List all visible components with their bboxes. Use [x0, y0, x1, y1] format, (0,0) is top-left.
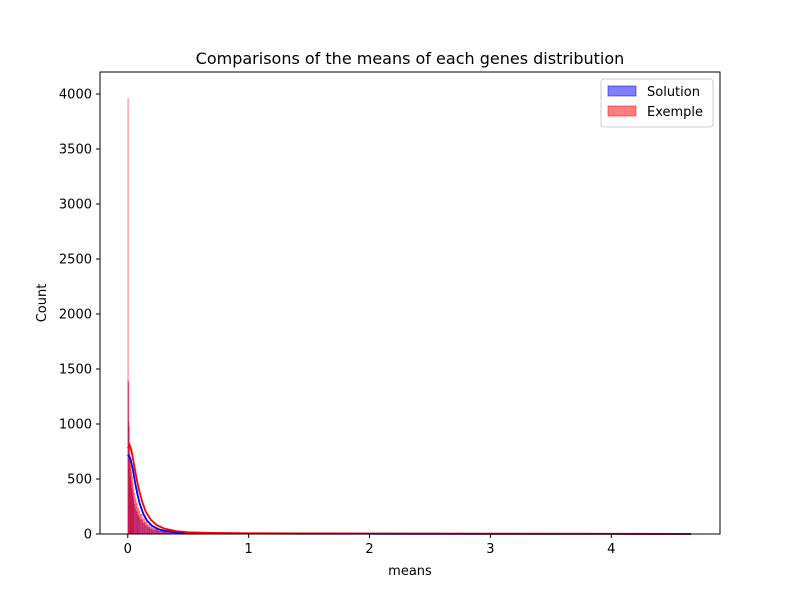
- legend: Solution Exemple: [600, 78, 714, 128]
- histogram-bar: [139, 514, 143, 535]
- y-tick-label: 4000: [59, 88, 92, 103]
- plot-frame: [99, 71, 721, 535]
- series-solution: [127, 379, 613, 535]
- y-tick-label: 500: [67, 473, 92, 488]
- legend-swatch-exemple: [607, 105, 637, 117]
- histogram-bar: [149, 526, 153, 535]
- x-tick-label: 0: [124, 542, 132, 557]
- y-tick-label: 3000: [59, 198, 92, 213]
- x-tick-label: 2: [365, 542, 373, 557]
- y-tick-label: 1500: [59, 363, 92, 378]
- kde-line-exemple: [127, 442, 691, 535]
- y-axis-label: Count: [35, 284, 50, 323]
- legend-label-solution: Solution: [647, 85, 700, 100]
- kde-line-solution: [127, 454, 691, 535]
- y-tick-label: 0: [84, 528, 92, 543]
- histogram-bar: [144, 521, 148, 535]
- y-tick-label: 2500: [59, 253, 92, 268]
- y-tick-label: 1000: [59, 418, 92, 433]
- x-tick-label: 4: [607, 542, 615, 557]
- y-axis: 0 500 1000 1500 2000 2500 3000 3500 4000: [59, 88, 100, 543]
- chart-title: Comparisons of the means of each genes d…: [196, 49, 625, 68]
- plot-area: [127, 98, 691, 535]
- legend-label-exemple: Exemple: [647, 105, 703, 120]
- x-axis-label: means: [388, 564, 432, 579]
- histogram-bar: [146, 524, 150, 535]
- legend-swatch-solution: [607, 85, 637, 97]
- x-tick-label: 1: [245, 542, 253, 557]
- histogram-bar: [142, 518, 145, 535]
- y-tick-label: 2000: [59, 308, 92, 323]
- series-exemple: [127, 98, 613, 535]
- x-axis: 0 1 2 3 4: [124, 534, 615, 557]
- x-tick-label: 3: [486, 542, 494, 557]
- y-tick-label: 3500: [59, 143, 92, 158]
